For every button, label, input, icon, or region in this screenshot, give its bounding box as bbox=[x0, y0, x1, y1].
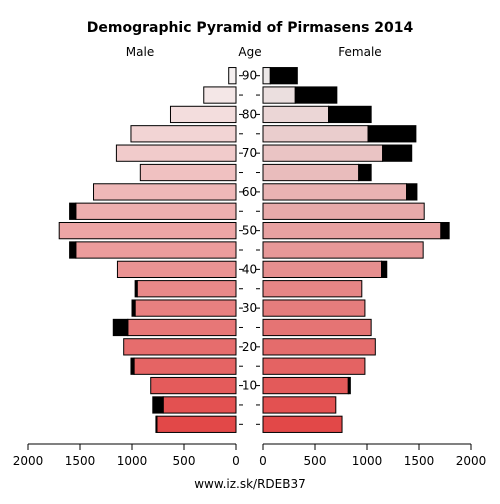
female-bar-85-89 bbox=[262, 86, 296, 104]
female-excess-bar-10-14 bbox=[347, 376, 351, 395]
female-excess-bar-90+ bbox=[269, 67, 298, 85]
male-bar-65-69 bbox=[139, 163, 237, 182]
female-excess-bar-65-69 bbox=[358, 163, 372, 182]
male-bar-25-29 bbox=[127, 318, 237, 337]
female-label: Female bbox=[338, 45, 381, 59]
male-bar-40-44 bbox=[116, 260, 237, 279]
male-bar-45-49 bbox=[75, 241, 237, 259]
female-bar-35-39 bbox=[262, 280, 363, 298]
age-tick-label: 30 bbox=[242, 301, 257, 315]
female-x-tick-label: 2000 bbox=[456, 454, 487, 468]
male-bar-30-34 bbox=[134, 299, 237, 317]
age-tick-label: 80 bbox=[242, 107, 257, 121]
bars-group bbox=[58, 67, 450, 433]
male-bar-50-54 bbox=[58, 221, 237, 240]
female-bar-45-49 bbox=[262, 241, 424, 259]
age-tick-label: 10 bbox=[242, 379, 257, 393]
age-tick-label: 70 bbox=[242, 146, 257, 160]
female-excess-bar-80-84 bbox=[328, 105, 372, 124]
female-x-tick-label: 500 bbox=[304, 454, 327, 468]
female-excess-bar-40-44 bbox=[381, 260, 388, 279]
male-bar-0-4 bbox=[156, 415, 237, 433]
age-label: Age bbox=[238, 45, 261, 59]
male-bar-20-24 bbox=[123, 338, 237, 356]
female-bar-80-84 bbox=[262, 105, 330, 124]
female-bar-50-54 bbox=[262, 221, 442, 240]
male-bar-35-39 bbox=[136, 280, 237, 298]
age-tick-label: 40 bbox=[242, 262, 257, 276]
female-bar-60-64 bbox=[262, 183, 408, 201]
female-bar-10-14 bbox=[262, 376, 349, 395]
male-bar-80-84 bbox=[169, 105, 237, 124]
female-bar-40-44 bbox=[262, 260, 383, 279]
x-axes-group: 2000 1500 1000 500 0 0 500 1000 1500 2000 bbox=[13, 443, 487, 468]
female-bar-25-29 bbox=[262, 318, 372, 337]
male-excess-bar-55-59 bbox=[69, 202, 77, 220]
female-bar-55-59 bbox=[262, 202, 425, 220]
female-excess-bar-60-64 bbox=[406, 183, 418, 201]
male-excess-bar-5-9 bbox=[152, 396, 164, 414]
male-x-tick-label: 1500 bbox=[65, 454, 96, 468]
footer-url: www.iz.sk/RDEB37 bbox=[194, 477, 306, 491]
female-bar-30-34 bbox=[262, 299, 366, 317]
male-excess-bar-25-29 bbox=[112, 318, 129, 337]
female-bar-70-74 bbox=[262, 144, 384, 162]
male-bar-75-79 bbox=[130, 125, 237, 143]
age-tick-label: 20 bbox=[242, 340, 257, 354]
male-bar-15-19 bbox=[133, 357, 237, 375]
female-excess-bar-85-89 bbox=[294, 86, 338, 104]
male-bar-60-64 bbox=[93, 183, 237, 201]
male-excess-bar-35-39 bbox=[134, 280, 138, 298]
male-excess-bar-45-49 bbox=[69, 241, 77, 259]
female-x-tick-label: 1000 bbox=[352, 454, 383, 468]
male-bar-5-9 bbox=[162, 396, 237, 414]
female-excess-bar-50-54 bbox=[440, 221, 450, 240]
male-excess-bar-30-34 bbox=[131, 299, 136, 317]
female-bar-0-4 bbox=[262, 415, 343, 433]
male-bar-85-89 bbox=[203, 86, 237, 104]
female-excess-bar-75-79 bbox=[367, 125, 417, 143]
male-excess-bar-15-19 bbox=[130, 357, 135, 375]
female-x-tick-label: 0 bbox=[259, 454, 267, 468]
female-bar-75-79 bbox=[262, 125, 369, 143]
male-x-tick-label: 500 bbox=[173, 454, 196, 468]
age-ticks-group: 10 20 30 40 50 60 70 80 90 bbox=[239, 69, 260, 425]
age-tick-label: 90 bbox=[242, 69, 257, 83]
male-bar-70-74 bbox=[115, 144, 237, 162]
male-bar-55-59 bbox=[75, 202, 237, 220]
female-bar-20-24 bbox=[262, 338, 376, 356]
female-bar-15-19 bbox=[262, 357, 366, 375]
female-excess-bar-70-74 bbox=[382, 144, 413, 162]
female-bar-5-9 bbox=[262, 396, 337, 414]
male-label: Male bbox=[126, 45, 154, 59]
male-excess-bar-0-4 bbox=[155, 415, 158, 433]
male-x-tick-label: 2000 bbox=[13, 454, 44, 468]
age-tick-label: 50 bbox=[242, 224, 257, 238]
male-bar-10-14 bbox=[150, 376, 237, 395]
age-tick-label: 60 bbox=[242, 185, 257, 199]
male-x-tick-label: 1000 bbox=[117, 454, 148, 468]
male-x-tick-label: 0 bbox=[232, 454, 240, 468]
female-bar-65-69 bbox=[262, 163, 360, 182]
female-x-tick-label: 1500 bbox=[404, 454, 435, 468]
chart-title: Demographic Pyramid of Pirmasens 2014 bbox=[87, 20, 414, 36]
female-bar-90+ bbox=[262, 67, 271, 85]
male-bar-90+ bbox=[228, 67, 237, 85]
